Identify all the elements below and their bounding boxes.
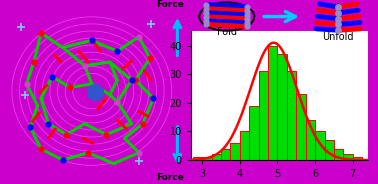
Text: Unfold: Unfold: [322, 32, 354, 42]
Bar: [202, 157, 212, 160]
Bar: [315, 131, 324, 160]
Text: Force: Force: [156, 0, 184, 9]
Bar: [306, 120, 315, 160]
Bar: [334, 149, 343, 160]
Bar: [249, 106, 259, 160]
Bar: [353, 157, 362, 160]
Bar: [259, 71, 268, 160]
Bar: [268, 46, 277, 160]
Circle shape: [87, 85, 104, 100]
Bar: [296, 94, 306, 160]
Bar: [343, 154, 353, 160]
Bar: [324, 140, 334, 160]
Bar: [221, 149, 231, 160]
Text: Fold: Fold: [217, 27, 237, 37]
Bar: [240, 131, 249, 160]
Bar: [231, 143, 240, 160]
Bar: [287, 71, 296, 160]
Bar: [277, 54, 287, 160]
Bar: [212, 154, 221, 160]
Bar: [193, 157, 202, 160]
Text: Force: Force: [156, 173, 184, 182]
